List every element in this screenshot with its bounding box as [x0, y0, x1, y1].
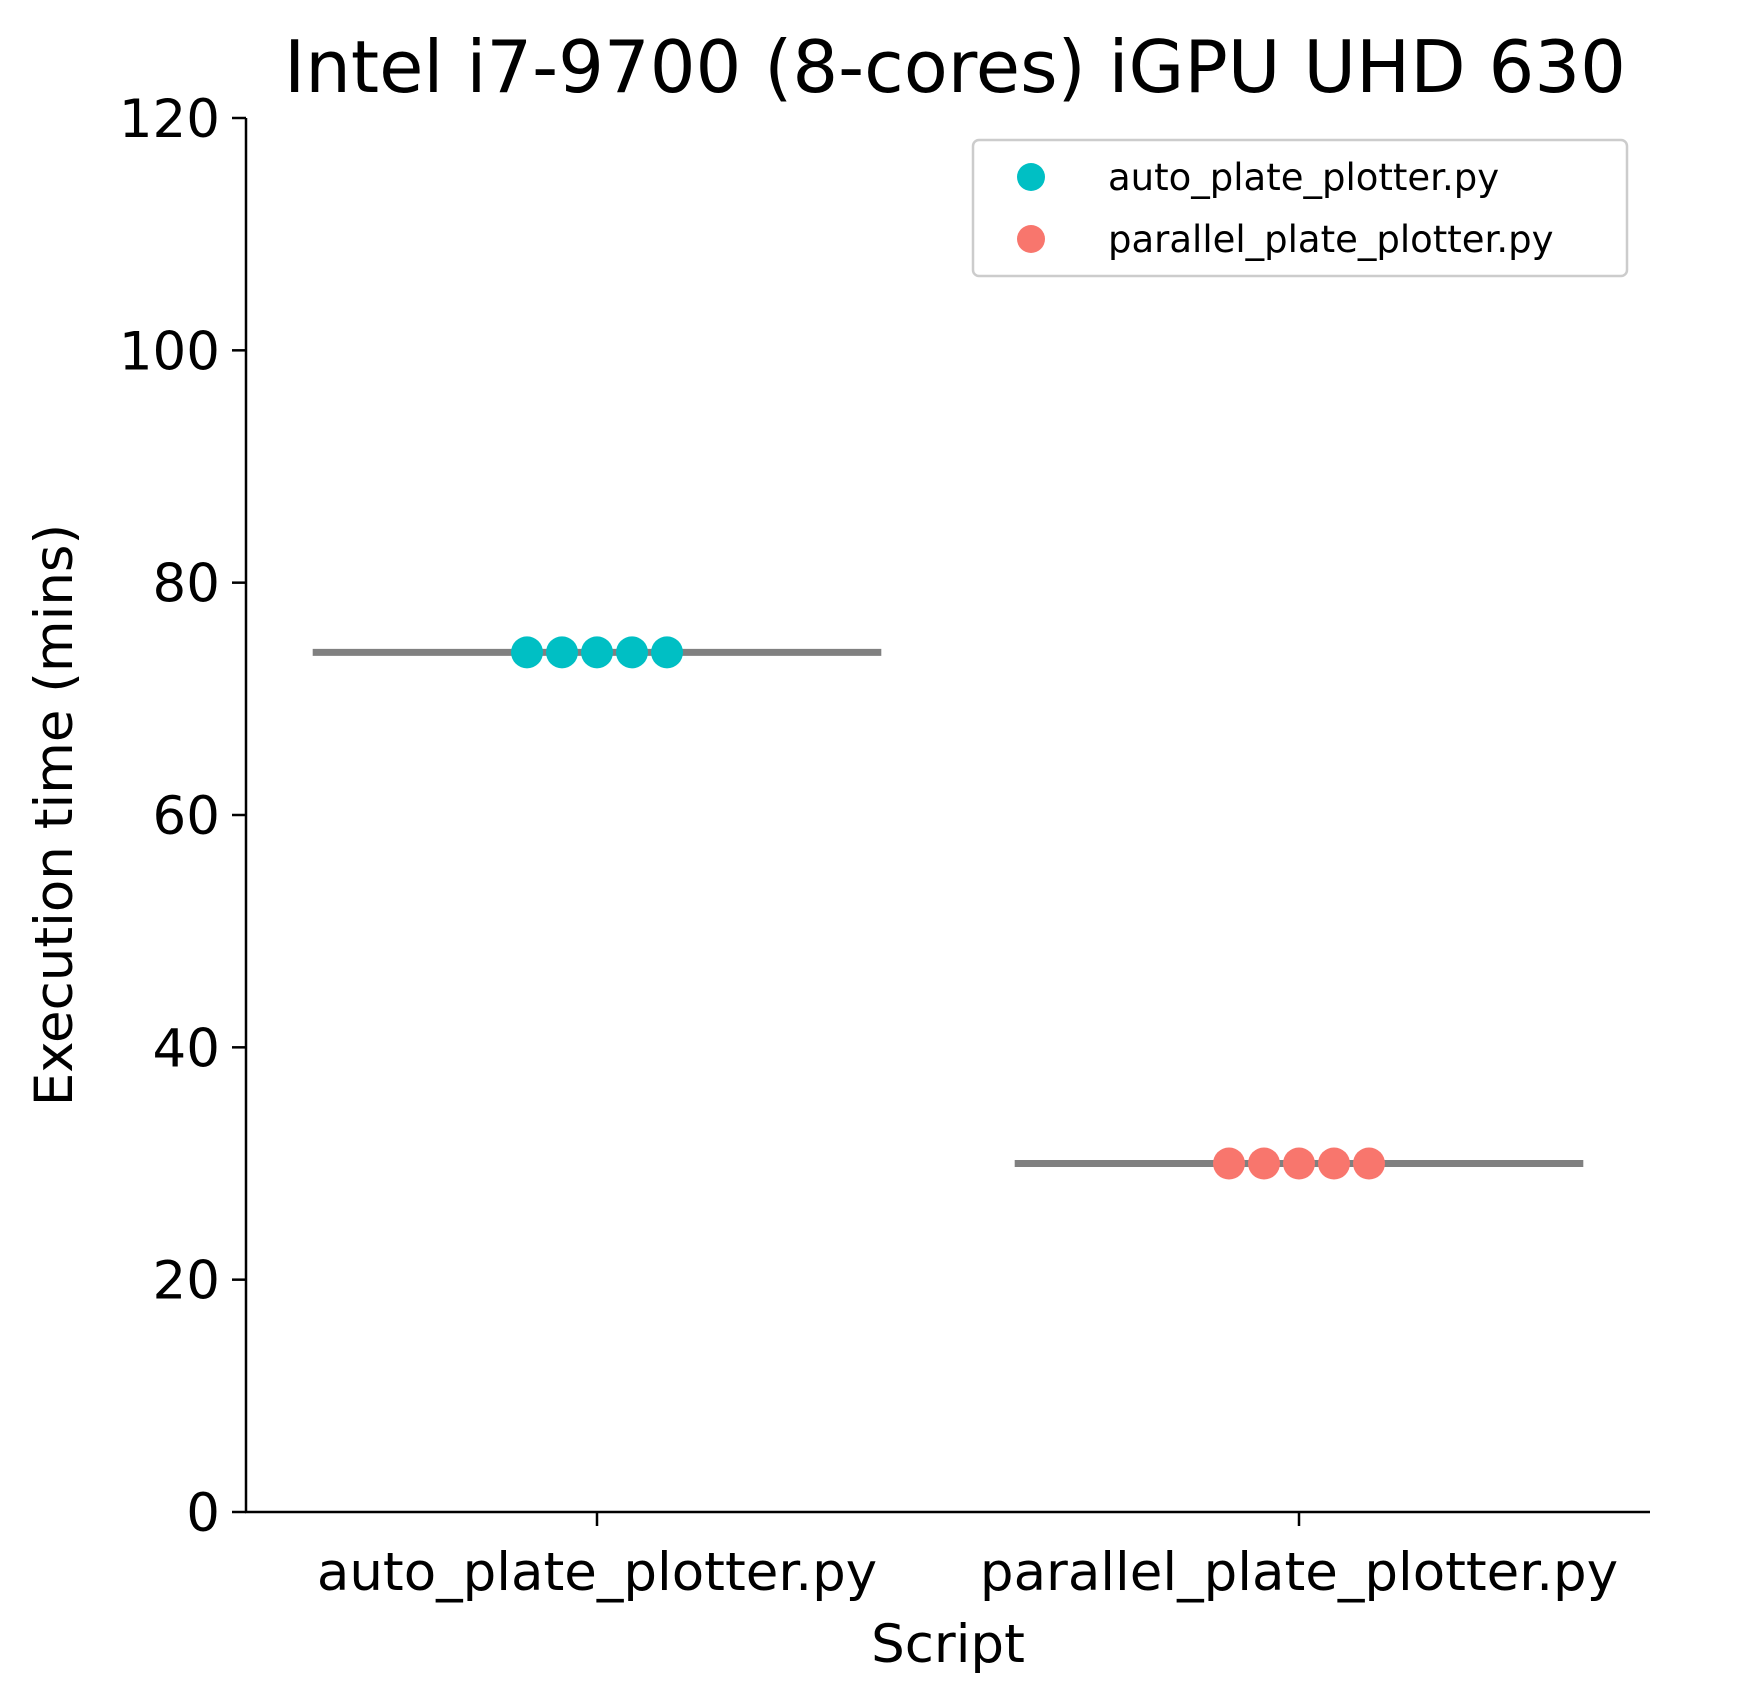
legend-marker [1017, 225, 1045, 253]
chart-title: Intel i7-9700 (8-cores) iGPU UHD 630 [284, 25, 1626, 109]
data-point [511, 636, 543, 669]
y-axis-label: Execution time (mins) [24, 524, 85, 1106]
data-point [1283, 1147, 1315, 1180]
x-tick-label: parallel_plate_plotter.py [980, 1542, 1618, 1603]
x-tick-label: auto_plate_plotter.py [317, 1542, 877, 1603]
legend-label: auto_plate_plotter.py [1108, 156, 1499, 199]
y-tick-label: 60 [153, 786, 220, 847]
data-point [1213, 1147, 1245, 1180]
data-points [511, 636, 1385, 1180]
data-point [581, 636, 613, 669]
legend-marker [1017, 163, 1045, 191]
legend-frame [971, 138, 1629, 278]
data-point [1318, 1147, 1350, 1180]
y-tick-label: 120 [119, 89, 220, 150]
legend-label: parallel_plate_plotter.py [1108, 218, 1554, 261]
data-point [1353, 1147, 1385, 1180]
y-tick-label: 20 [153, 1251, 220, 1312]
data-point [546, 636, 578, 669]
legend: auto_plate_plotter.py parallel_plate_plot… [971, 138, 1629, 278]
y-tick-label: 80 [153, 554, 220, 615]
y-tick-label: 100 [119, 321, 220, 382]
data-point [651, 636, 683, 669]
data-point [1248, 1147, 1280, 1180]
y-tick-label: 0 [186, 1483, 220, 1544]
x-axis-label: Script [871, 1614, 1025, 1675]
y-tick-label: 40 [153, 1018, 220, 1079]
x-axis-ticks: auto_plate_plotter.py parallel_plate_plot… [317, 1512, 1618, 1603]
data-point [616, 636, 648, 669]
y-axis-ticks: 0 20 40 60 80 100 120 [119, 89, 246, 1544]
